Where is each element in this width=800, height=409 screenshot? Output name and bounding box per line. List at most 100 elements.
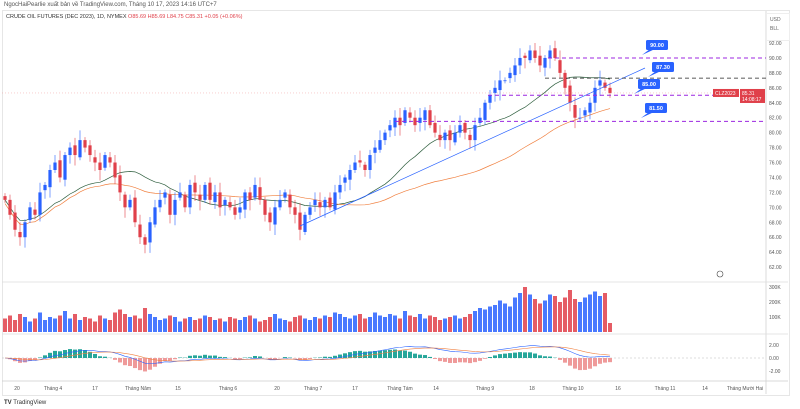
price-tick: 92.00 <box>769 41 782 47</box>
ohlc-low: L84.75 <box>166 14 184 20</box>
macd-histogram-bar <box>463 358 467 363</box>
candle-body <box>598 80 602 86</box>
candle-body <box>233 207 237 215</box>
candle-body <box>588 102 592 113</box>
macd-histogram-bar <box>88 351 92 358</box>
volume-bar <box>268 317 272 332</box>
candle-body <box>268 212 272 223</box>
macd-histogram-bar <box>398 350 402 358</box>
candle-body <box>488 95 492 103</box>
volume-bar <box>353 315 357 332</box>
candle-body <box>88 145 92 156</box>
macd-histogram-bar <box>233 358 237 359</box>
candle-body <box>398 117 402 126</box>
price-tick: 86.00 <box>769 86 782 92</box>
volume-bar <box>33 318 37 332</box>
candle-body <box>413 117 417 126</box>
candle-body <box>513 65 517 76</box>
macd-histogram-bar <box>118 358 122 363</box>
volume-bar <box>63 311 67 332</box>
signal-line <box>4 346 611 362</box>
macd-histogram-bar <box>53 350 57 358</box>
volume-bar <box>448 317 452 332</box>
candle-body <box>433 122 437 133</box>
macd-histogram-bar <box>258 356 262 358</box>
volume-bar <box>123 314 127 332</box>
symbol-title: CRUDE OIL FUTURES (DEC 2023), 1D, NYMEX <box>6 14 127 20</box>
volume-bar <box>548 294 552 332</box>
candle-body <box>503 80 507 82</box>
candle-body <box>298 212 302 230</box>
candle-body <box>568 85 572 103</box>
candle-body <box>538 55 542 66</box>
candle-body <box>153 207 157 225</box>
volume-bar <box>368 317 372 332</box>
candle-body <box>438 134 442 141</box>
candle-body <box>448 130 452 141</box>
candle-body <box>248 192 252 200</box>
volume-bar <box>428 315 432 332</box>
volume-bar <box>53 318 57 332</box>
macd-histogram-bar <box>38 357 42 358</box>
volume-bar <box>103 318 107 332</box>
level-callout <box>638 79 660 89</box>
volume-bar <box>93 321 97 332</box>
candle-body <box>98 162 102 170</box>
volume-bar <box>158 320 162 332</box>
macd-histogram-bar <box>368 351 372 358</box>
macd-histogram-bar <box>303 358 307 360</box>
volume-bar <box>358 314 362 332</box>
candle-body <box>453 132 457 143</box>
candle-body <box>23 222 27 238</box>
macd-histogram-bar <box>378 350 382 358</box>
macd-histogram-bar <box>393 349 397 358</box>
macd-histogram-bar <box>418 354 422 358</box>
macd-histogram-bar <box>453 358 457 363</box>
macd-histogram-bar <box>478 358 482 361</box>
volume-bar <box>423 318 427 332</box>
candle-body <box>173 199 177 215</box>
macd-tick: -2.00 <box>769 369 781 375</box>
candle-body <box>583 110 587 116</box>
countdown-label: 14:08:17 <box>742 97 762 103</box>
macd-histogram-bar <box>198 355 202 358</box>
volume-bar <box>273 314 277 332</box>
macd-histogram-bar <box>203 354 207 358</box>
volume-bar <box>348 318 352 332</box>
volume-bar <box>498 300 502 332</box>
price-tick: 76.00 <box>769 161 782 167</box>
macd-histogram-bar <box>173 358 177 360</box>
macd-histogram-bar <box>458 358 462 363</box>
macd-tick: 0.00 <box>769 356 779 362</box>
price-tick: 72.00 <box>769 190 782 196</box>
currency-unit-box[interactable]: USD BLL <box>766 13 790 41</box>
macd-histogram-bar <box>603 358 607 363</box>
candle-body <box>38 192 42 215</box>
time-tick: Tháng Năm <box>125 386 151 392</box>
candle-body <box>208 182 212 200</box>
candle-body <box>108 157 112 163</box>
candle-body <box>468 134 472 141</box>
candle-body <box>383 132 387 141</box>
volume-bar <box>503 303 507 332</box>
macd-histogram-bar <box>508 353 512 358</box>
volume-bar <box>463 317 467 332</box>
candle-body <box>278 199 282 208</box>
volume-bar <box>383 317 387 332</box>
volume-bar <box>373 312 377 332</box>
chart-frame[interactable] <box>2 10 790 396</box>
macd-histogram-bar <box>93 353 97 358</box>
candle-body <box>313 199 317 206</box>
callout-pointer <box>634 88 647 94</box>
macd-histogram-bar <box>538 355 542 358</box>
slow-moving-average <box>4 108 611 225</box>
tradingview-logo[interactable]: TV TradingView <box>4 400 46 406</box>
volume-bar <box>248 315 252 332</box>
price-tick: 74.00 <box>769 175 782 181</box>
volume-bar <box>388 314 392 332</box>
macd-histogram-bar <box>428 356 432 358</box>
macd-histogram-bar <box>473 358 477 363</box>
macd-histogram-bar <box>568 358 572 366</box>
candle-body <box>483 102 487 120</box>
